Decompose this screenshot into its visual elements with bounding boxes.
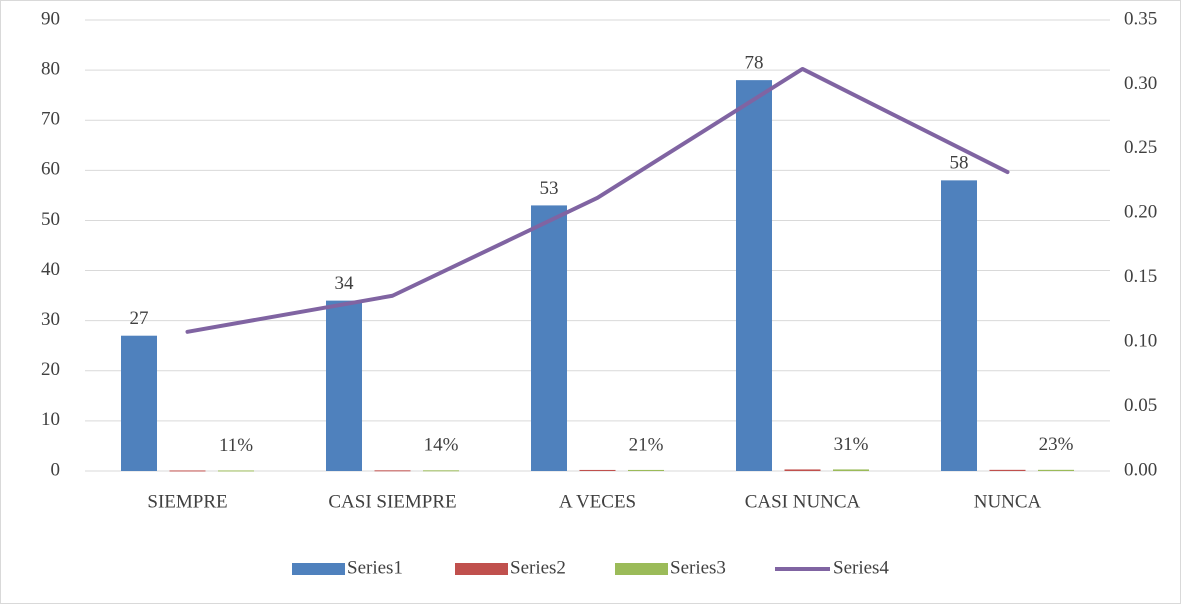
y-tick-label: 40 xyxy=(41,259,60,280)
x-tick-label: CASI NUNCA xyxy=(745,491,861,512)
bar xyxy=(531,205,567,471)
x-tick-label: SIEMPRE xyxy=(147,491,227,512)
data-label: 11% xyxy=(219,435,253,456)
data-label: 78 xyxy=(745,52,764,73)
data-label: 21% xyxy=(629,434,664,455)
bar xyxy=(579,469,616,471)
data-label: 14% xyxy=(424,435,459,456)
y-tick-label: 30 xyxy=(41,309,60,330)
y2-tick-label: 0.20 xyxy=(1124,202,1157,223)
y2-tick-label: 0.25 xyxy=(1124,137,1157,158)
y-tick-label: 90 xyxy=(41,8,60,29)
y-tick-label: 80 xyxy=(41,58,60,79)
y-tick-label: 50 xyxy=(41,209,60,230)
data-label: 58 xyxy=(950,153,969,174)
y-tick-label: 10 xyxy=(41,409,60,430)
y2-tick-label: 0.35 xyxy=(1124,8,1157,29)
data-label: 34 xyxy=(335,273,355,294)
data-label: 31% xyxy=(834,434,869,455)
legend-label: Series3 xyxy=(670,557,726,578)
legend-label: Series2 xyxy=(510,557,566,578)
line xyxy=(185,66,1010,334)
data-label: 23% xyxy=(1039,434,1074,455)
bar xyxy=(374,470,411,472)
bar xyxy=(218,470,254,472)
bar xyxy=(989,469,1026,471)
y-tick-label: 20 xyxy=(41,359,60,380)
y2-tick-label: 0.15 xyxy=(1124,266,1157,287)
bar xyxy=(736,80,772,471)
y-tick-label: 60 xyxy=(41,159,60,180)
bar xyxy=(1038,469,1074,471)
y2-tick-label: 0.05 xyxy=(1124,395,1157,416)
x-tick-label: A VECES xyxy=(559,491,636,512)
x-tick-label: CASI SIEMPRE xyxy=(328,491,456,512)
y-tick-label: 0 xyxy=(51,459,61,480)
bar xyxy=(784,469,821,471)
legend-swatch xyxy=(455,563,508,575)
x-tick-label: NUNCA xyxy=(974,491,1042,512)
y2-tick-label: 0.10 xyxy=(1124,331,1157,352)
y2-tick-label: 0.00 xyxy=(1124,459,1157,480)
legend-label: Series1 xyxy=(347,557,403,578)
bar xyxy=(833,469,869,471)
y2-tick-label: 0.30 xyxy=(1124,73,1157,94)
bar xyxy=(169,470,206,472)
bar xyxy=(326,300,362,471)
legend-swatch xyxy=(292,563,345,575)
legend-label: Series4 xyxy=(833,557,889,578)
legend-swatch xyxy=(615,563,668,575)
bar xyxy=(121,335,157,471)
data-label: 53 xyxy=(540,178,559,199)
data-label: 27 xyxy=(130,308,149,329)
y-tick-label: 70 xyxy=(41,109,60,130)
bar xyxy=(423,470,459,472)
bar xyxy=(941,180,977,471)
bar xyxy=(628,469,664,471)
